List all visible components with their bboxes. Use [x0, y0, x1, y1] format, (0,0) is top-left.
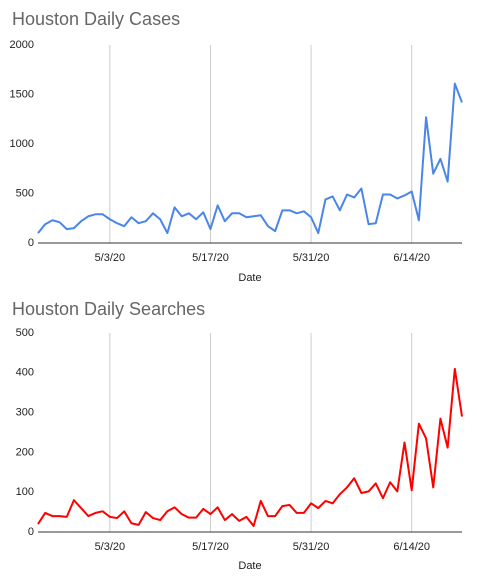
y-tick-label: 300 — [16, 407, 34, 419]
y-tick-label: 0 — [28, 237, 34, 249]
data-line — [37, 82, 463, 235]
x-tick-label: 5/3/20 — [95, 541, 126, 553]
y-tick-label: 100 — [16, 486, 34, 498]
y-tick-label: 0 — [28, 526, 34, 538]
x-tick-label: 5/31/20 — [293, 541, 330, 553]
chart-title: Houston Daily Cases — [12, 9, 180, 29]
x-tick-label: 5/17/20 — [192, 541, 229, 553]
y-tick-label: 500 — [16, 187, 34, 199]
x-tick-label: 5/17/20 — [192, 252, 229, 264]
x-tick-label: 6/14/20 — [393, 252, 430, 264]
y-tick-label: 1000 — [10, 138, 34, 150]
y-tick-label: 2000 — [10, 39, 34, 51]
y-tick-label: 400 — [16, 367, 34, 379]
x-tick-label: 5/31/20 — [293, 252, 330, 264]
x-tick-label: 6/14/20 — [393, 541, 430, 553]
y-tick-label: 200 — [16, 446, 34, 458]
y-tick-label: 500 — [16, 327, 34, 339]
x-axis-label: Date — [238, 272, 261, 284]
x-tick-label: 5/3/20 — [95, 252, 126, 264]
x-axis-label: Date — [238, 560, 261, 572]
chart-title: Houston Daily Searches — [12, 299, 205, 319]
y-tick-label: 1500 — [10, 88, 34, 100]
data-line — [37, 367, 463, 528]
